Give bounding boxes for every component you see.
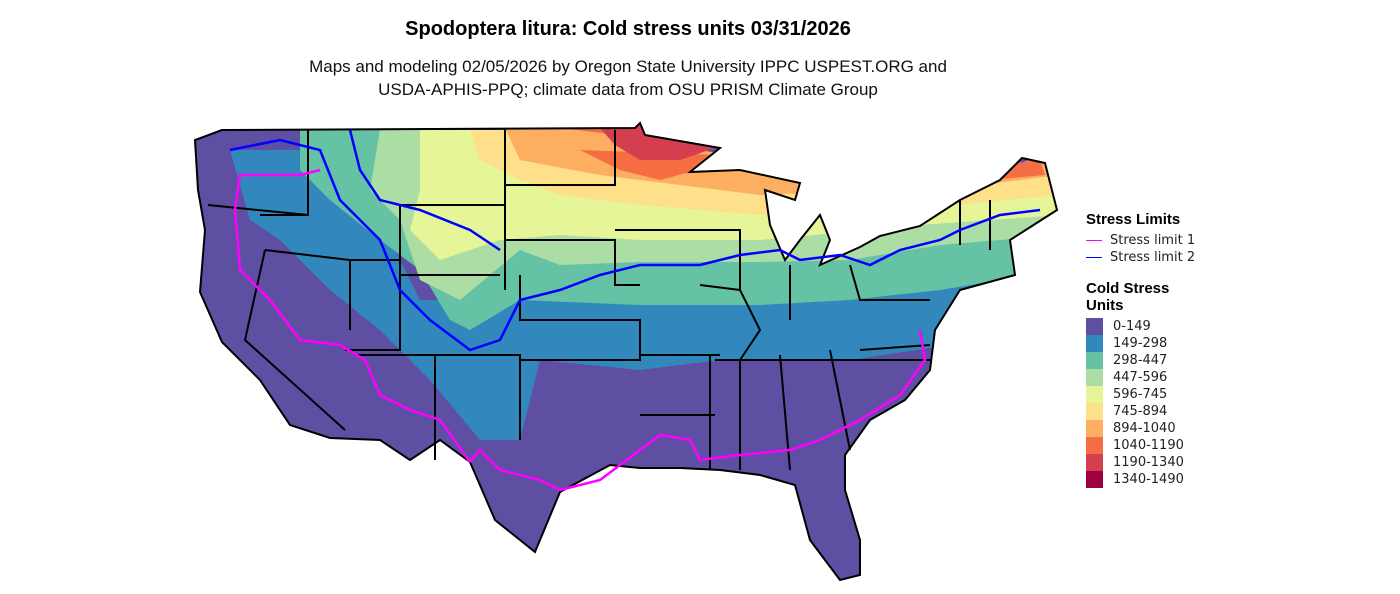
bin-label: 745-894: [1113, 404, 1168, 419]
bin-label: 1190-1340: [1113, 455, 1184, 470]
subtitle-line-1: Maps and modeling 02/05/2026 by Oregon S…: [309, 57, 947, 76]
legend-label: Stress limit 1: [1110, 233, 1196, 248]
legend-bin: 149-298: [1086, 335, 1195, 352]
legend-bin: 745-894: [1086, 403, 1195, 420]
legend-bin: 1040-1190: [1086, 437, 1195, 454]
legend-bin: 596-745: [1086, 386, 1195, 403]
map-title: Spodoptera litura: Cold stress units 03/…: [405, 18, 851, 40]
legend-bin: 894-1040: [1086, 420, 1195, 437]
bin-label: 596-745: [1113, 387, 1168, 402]
zone-447-596: [370, 130, 1057, 300]
cold-stress-units-title: Cold Stress Units: [1086, 280, 1195, 314]
legend-label: Stress limit 2: [1110, 250, 1196, 265]
zone-298-447: [300, 130, 1057, 330]
legend-bin: 1190-1340: [1086, 454, 1195, 471]
bin-label: 1340-1490: [1113, 472, 1184, 487]
state-borders: [207, 130, 991, 471]
stress-lines: [229, 129, 1041, 492]
title-line-2: Units: [1086, 297, 1124, 314]
stress-limit-1-line: [233, 168, 927, 492]
color-swatch: [1086, 403, 1103, 420]
zone-1190-1340: [600, 125, 715, 160]
color-swatch: [1086, 335, 1103, 352]
legend-item-stress-limit-2: Stress limit 2: [1086, 249, 1195, 266]
map-subtitle: Maps and modeling 02/05/2026 by Oregon S…: [0, 55, 1256, 101]
cold-stress-raster: [195, 123, 1057, 580]
legend-bin: 447-596: [1086, 369, 1195, 386]
legend-bin: 1340-1490: [1086, 471, 1195, 488]
color-swatch: [1086, 420, 1103, 437]
legend-bin: 298-447: [1086, 352, 1195, 369]
legend-bin: 0-149: [1086, 318, 1195, 335]
bin-label: 149-298: [1113, 336, 1168, 351]
bin-label: 447-596: [1113, 370, 1168, 385]
color-swatch: [1086, 386, 1103, 403]
bin-label: 0-149: [1113, 319, 1151, 334]
zone-149-298: [230, 150, 1057, 440]
color-swatch: [1086, 369, 1103, 386]
magenta-line-icon: [1086, 240, 1102, 241]
bin-label: 1040-1190: [1113, 438, 1184, 453]
legend-item-stress-limit-1: Stress limit 1: [1086, 232, 1195, 249]
color-swatch: [1086, 352, 1103, 369]
bin-label: 894-1040: [1113, 421, 1176, 436]
color-swatch: [1086, 471, 1103, 488]
subtitle-line-2: USDA-APHIS-PPQ; climate data from OSU PR…: [378, 80, 878, 99]
legend: Stress Limits Stress limit 1 Stress limi…: [1086, 211, 1195, 488]
bin-label: 298-447: [1113, 353, 1168, 368]
color-swatch: [1086, 437, 1103, 454]
title-line-1: Cold Stress: [1086, 280, 1170, 297]
stress-limit-2-line: [229, 129, 1041, 352]
color-bins: 0-149 149-298 298-447 447-596 596-745 745-894…: [1086, 318, 1195, 488]
blue-line-icon: [1086, 257, 1102, 258]
color-swatch: [1086, 318, 1103, 335]
color-swatch: [1086, 454, 1103, 471]
stress-limits-title: Stress Limits: [1086, 211, 1181, 228]
